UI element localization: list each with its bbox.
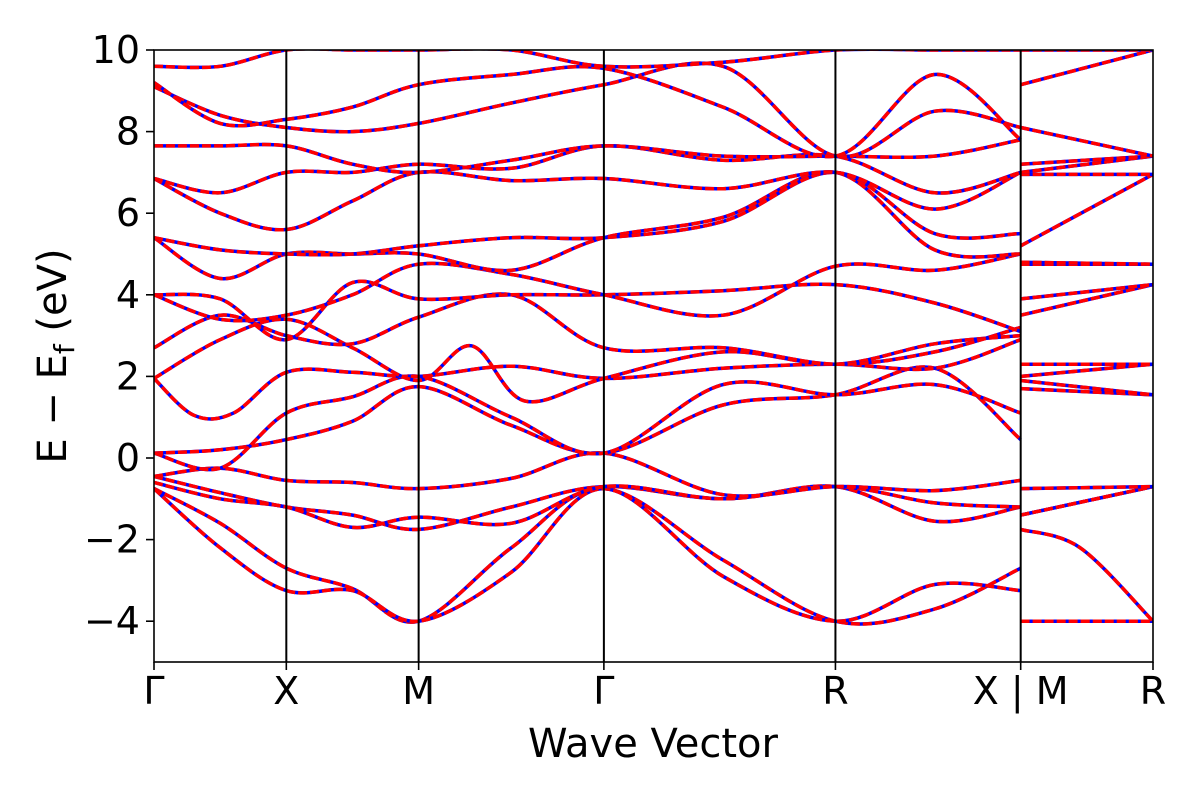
band-7-segment-2-dashed [1020,378,1153,397]
band-8-segment-1-dashed [154,338,1022,421]
band-17-segment-2-dashed [1020,154,1153,166]
x-axis-title: Wave Vector [528,721,779,767]
band-7-segment-1-solid [154,374,1022,472]
band-11-segment-2-dashed [1020,282,1153,301]
band-16-segment-1-solid [154,144,1022,195]
band-6-segment-1-dashed [154,365,1022,456]
band-5-segment-2-dashed [1020,484,1153,491]
x-tick-label: M [402,669,435,713]
band-3-segment-1-solid [154,474,1022,532]
x-tick-label: R [822,669,848,713]
band-13-segment-2-dashed [1020,260,1153,266]
plot-frame [153,49,1154,663]
band-4-segment-1-dashed [154,480,1021,530]
x-tick-label: Γ [143,669,164,713]
y-tick-label: 8 [116,110,140,154]
y-axis-title-unit: (eV) [30,248,76,344]
band-19-segment-1-dashed [154,64,1022,159]
band-1-segment-1-dashed [154,486,1022,626]
y-tick-label: 2 [116,354,140,398]
bands-layer [154,50,1153,626]
y-tick-label: 0 [116,436,140,480]
band-7-segment-1-dashed [154,374,1022,472]
y-tick-label: −4 [84,599,140,643]
band-18-segment-2-dashed [1020,125,1153,158]
band-10-segment-2-dashed [1020,282,1153,317]
band-17-segment-1-dashed [154,138,1022,175]
band-15-segment-1-solid [154,170,1022,232]
y-tick-label: 10 [92,28,140,72]
band-2-segment-2-solid [1020,527,1153,623]
band-14-segment-1-dashed [154,170,1021,257]
x-axis: Γ X M Γ R X | M R [143,662,1166,714]
band-15-segment-1-dashed [154,170,1022,232]
x-tick-label: X | M [973,669,1069,714]
band-6-segment-1-solid [154,365,1022,456]
band-10-segment-1-dashed [154,292,1022,366]
band-2-segment-2-dashed [1020,527,1153,623]
band-11-segment-1-dashed [154,279,1022,342]
band-20-segment-1-dashed [154,50,1021,70]
band-18-segment-1-dashed [154,61,1022,159]
y-axis-title: E − Ef (eV) [30,248,81,463]
band-14-segment-2-dashed [1019,172,1153,248]
band-2-segment-1-solid [154,486,1021,623]
y-tick-label: 4 [116,273,140,317]
band-19-segment-2-dashed [1020,50,1153,87]
band-8-segment-2-dashed [1020,362,1153,379]
band-8-segment-1-solid [154,338,1022,421]
band-13-segment-1-dashed [154,170,1021,281]
band-3-segment-1-dashed [154,474,1022,532]
x-tick-label: R [1140,669,1166,713]
y-axis-title-sub: f [48,343,81,354]
y-tick-label: 6 [116,191,140,235]
k-point-lines [285,50,1022,662]
band-19-segment-1-solid [154,64,1022,159]
band-13-segment-1-solid [154,170,1021,281]
band-17-segment-1-solid [154,138,1022,175]
band-12-segment-1-dashed [154,252,1022,323]
band-16-segment-1-dashed [154,144,1022,195]
band-12-segment-1-solid [154,252,1022,323]
y-tick-label: −2 [84,518,140,562]
x-tick-label: X [273,669,299,713]
band-4-segment-2-dashed [1020,484,1153,517]
y-axis-title-main: E − E [30,354,76,464]
band-5-segment-1-dashed [154,451,1021,498]
x-tick-label: Γ [593,669,614,713]
band-2-segment-1-dashed [154,486,1021,623]
y-axis: −4 −2 0 2 4 6 8 10 [84,28,154,643]
